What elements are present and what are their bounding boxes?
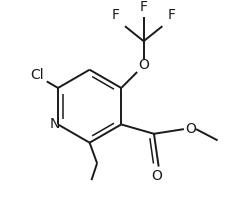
- Text: N: N: [50, 118, 60, 131]
- Text: O: O: [151, 169, 162, 183]
- Text: F: F: [167, 8, 175, 22]
- Text: Cl: Cl: [30, 68, 44, 82]
- Text: O: O: [138, 58, 148, 73]
- Text: F: F: [139, 0, 147, 14]
- Text: O: O: [184, 122, 195, 136]
- Text: F: F: [111, 8, 119, 22]
